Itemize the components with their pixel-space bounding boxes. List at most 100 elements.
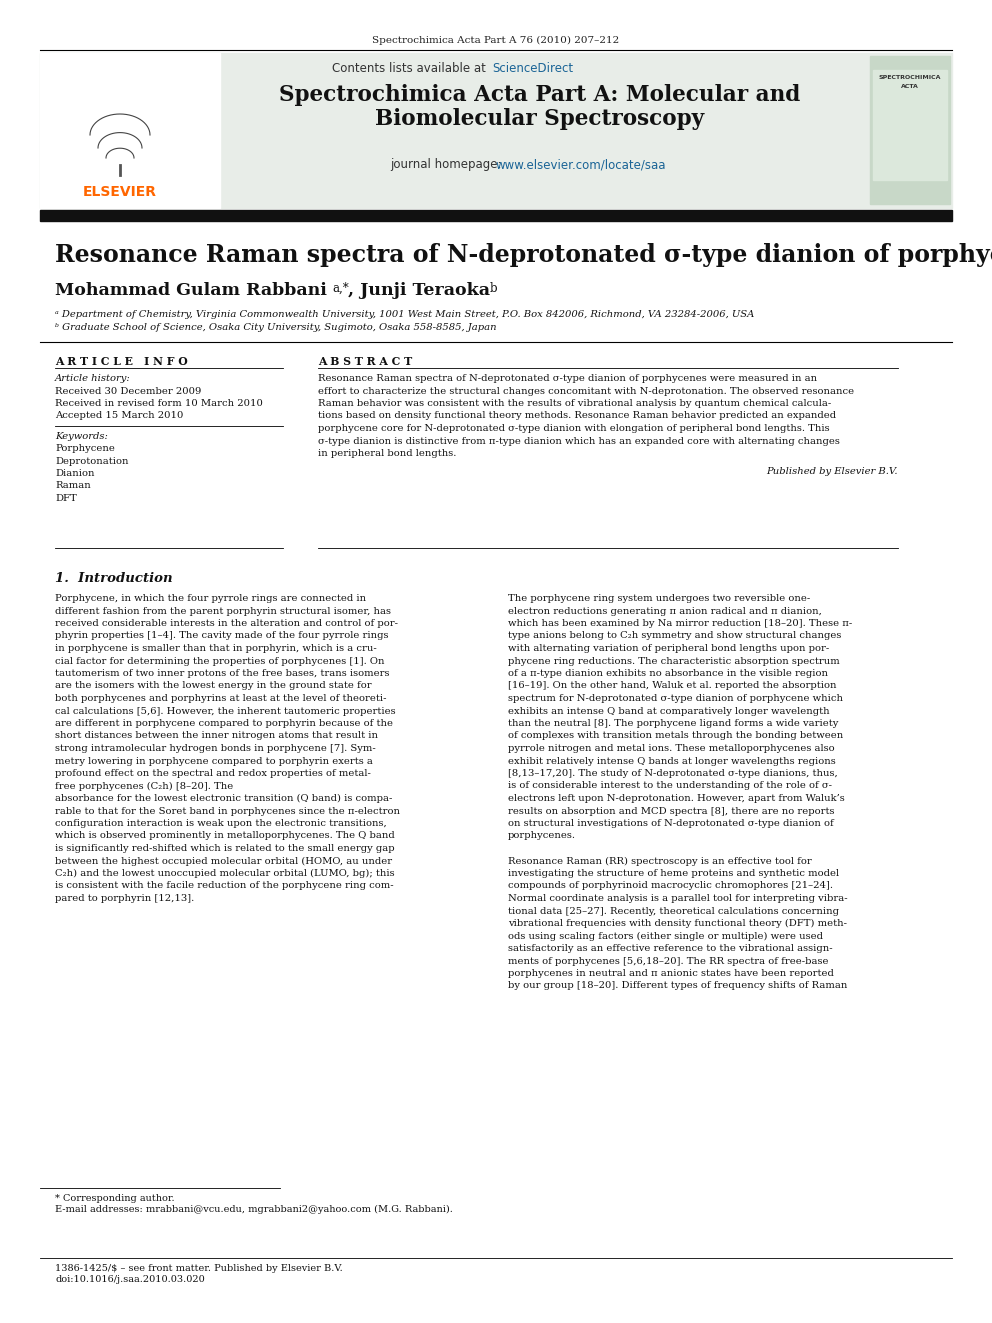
Text: tautomerism of two inner protons of the free bases, trans isomers: tautomerism of two inner protons of the … — [55, 669, 390, 677]
Text: pared to porphyrin [12,13].: pared to porphyrin [12,13]. — [55, 894, 194, 904]
Text: Spectrochimica Acta Part A 76 (2010) 207–212: Spectrochimica Acta Part A 76 (2010) 207… — [372, 36, 620, 45]
Text: a,*: a,* — [332, 282, 349, 295]
Text: Resonance Raman spectra of N-deprotonated σ-type dianion of porphycenes were mea: Resonance Raman spectra of N-deprotonate… — [318, 374, 817, 382]
Text: porphycene core for N-deprotonated σ-type dianion with elongation of peripheral : porphycene core for N-deprotonated σ-typ… — [318, 423, 829, 433]
Text: Dianion: Dianion — [55, 468, 94, 478]
Text: investigating the structure of heme proteins and synthetic model: investigating the structure of heme prot… — [508, 869, 839, 878]
Text: ods using scaling factors (either single or multiple) were used: ods using scaling factors (either single… — [508, 931, 823, 941]
Text: ᵃ Department of Chemistry, Virginia Commonwealth University, 1001 West Main Stre: ᵃ Department of Chemistry, Virginia Comm… — [55, 310, 754, 319]
Text: phycene ring reductions. The characteristic absorption spectrum: phycene ring reductions. The characteris… — [508, 656, 840, 665]
Bar — [40, 210, 952, 221]
Text: www.elsevier.com/locate/saa: www.elsevier.com/locate/saa — [495, 157, 666, 171]
Text: journal homepage:: journal homepage: — [390, 157, 505, 171]
Text: exhibit relatively intense Q bands at longer wavelengths regions: exhibit relatively intense Q bands at lo… — [508, 757, 835, 766]
Text: , Junji Teraoka: , Junji Teraoka — [348, 282, 490, 299]
Text: Deprotonation: Deprotonation — [55, 456, 129, 466]
Text: Accepted 15 March 2010: Accepted 15 March 2010 — [55, 411, 184, 419]
Text: Received 30 December 2009: Received 30 December 2009 — [55, 388, 201, 396]
Text: on structural investigations of N-deprotonated σ-type dianion of: on structural investigations of N-deprot… — [508, 819, 833, 828]
Text: Spectrochimica Acta Part A: Molecular and: Spectrochimica Acta Part A: Molecular an… — [280, 83, 801, 106]
Text: vibrational frequencies with density functional theory (DFT) meth-: vibrational frequencies with density fun… — [508, 919, 847, 929]
Text: Porphycene, in which the four pyrrole rings are connected in: Porphycene, in which the four pyrrole ri… — [55, 594, 366, 603]
Text: exhibits an intense Q band at comparatively longer wavelength: exhibits an intense Q band at comparativ… — [508, 706, 829, 716]
Text: The porphycene ring system undergoes two reversible one-: The porphycene ring system undergoes two… — [508, 594, 810, 603]
Text: metry lowering in porphycene compared to porphyrin exerts a: metry lowering in porphycene compared to… — [55, 757, 373, 766]
Text: Mohammad Gulam Rabbani: Mohammad Gulam Rabbani — [55, 282, 327, 299]
Text: which is observed prominently in metalloporphycenes. The Q band: which is observed prominently in metallo… — [55, 831, 395, 840]
Text: both porphycenes and porphyrins at least at the level of theoreti-: both porphycenes and porphyrins at least… — [55, 695, 387, 703]
Text: pyrrole nitrogen and metal ions. These metalloporphycenes also: pyrrole nitrogen and metal ions. These m… — [508, 744, 834, 753]
Text: Normal coordinate analysis is a parallel tool for interpreting vibra-: Normal coordinate analysis is a parallel… — [508, 894, 847, 904]
Text: between the highest occupied molecular orbital (HOMO, au under: between the highest occupied molecular o… — [55, 856, 392, 865]
Text: satisfactorily as an effective reference to the vibrational assign-: satisfactorily as an effective reference… — [508, 945, 832, 953]
Text: Received in revised form 10 March 2010: Received in revised form 10 March 2010 — [55, 400, 263, 407]
Text: different fashion from the parent porphyrin structural isomer, has: different fashion from the parent porphy… — [55, 606, 391, 615]
Text: tional data [25–27]. Recently, theoretical calculations concerning: tional data [25–27]. Recently, theoretic… — [508, 906, 839, 916]
Text: configuration interaction is weak upon the electronic transitions,: configuration interaction is weak upon t… — [55, 819, 387, 828]
Text: ments of porphycenes [5,6,18–20]. The RR spectra of free-base: ments of porphycenes [5,6,18–20]. The RR… — [508, 957, 828, 966]
Text: cal calculations [5,6]. However, the inherent tautomeric properties: cal calculations [5,6]. However, the inh… — [55, 706, 396, 716]
Text: Porphycene: Porphycene — [55, 445, 115, 452]
Text: are different in porphycene compared to porphyrin because of the: are different in porphycene compared to … — [55, 718, 393, 728]
Text: tions based on density functional theory methods. Resonance Raman behavior predi: tions based on density functional theory… — [318, 411, 836, 421]
Text: which has been examined by Na mirror reduction [18–20]. These π-: which has been examined by Na mirror red… — [508, 619, 852, 628]
Text: spectrum for N-deprotonated σ-type dianion of porphycene which: spectrum for N-deprotonated σ-type diani… — [508, 695, 843, 703]
Text: [16–19]. On the other hand, Waluk et al. reported the absorption: [16–19]. On the other hand, Waluk et al.… — [508, 681, 836, 691]
Text: [8,13–17,20]. The study of N-deprotonated σ-type dianions, thus,: [8,13–17,20]. The study of N-deprotonate… — [508, 769, 838, 778]
Text: DFT: DFT — [55, 493, 76, 503]
Text: free porphycenes (C₂h) [8–20]. The: free porphycenes (C₂h) [8–20]. The — [55, 782, 233, 791]
Text: Contents lists available at: Contents lists available at — [332, 62, 490, 75]
Text: absorbance for the lowest electronic transition (Q band) is compa-: absorbance for the lowest electronic tra… — [55, 794, 393, 803]
Text: ScienceDirect: ScienceDirect — [492, 62, 573, 75]
Text: Resonance Raman (RR) spectroscopy is an effective tool for: Resonance Raman (RR) spectroscopy is an … — [508, 856, 811, 865]
Text: 1.  Introduction: 1. Introduction — [55, 572, 173, 585]
Text: of complexes with transition metals through the bonding between: of complexes with transition metals thro… — [508, 732, 843, 741]
Text: ACTA: ACTA — [901, 83, 919, 89]
Text: Raman: Raman — [55, 482, 90, 491]
Text: electron reductions generating π anion radical and π dianion,: electron reductions generating π anion r… — [508, 606, 822, 615]
Text: Published by Elsevier B.V.: Published by Elsevier B.V. — [767, 467, 898, 476]
Text: A B S T R A C T: A B S T R A C T — [318, 356, 413, 366]
Bar — [873, 70, 947, 180]
Text: ᵇ Graduate School of Science, Osaka City University, Sugimoto, Osaka 558-8585, J: ᵇ Graduate School of Science, Osaka City… — [55, 323, 497, 332]
Text: short distances between the inner nitrogen atoms that result in: short distances between the inner nitrog… — [55, 732, 378, 741]
Text: electrons left upon N-deprotonation. However, apart from Waluk’s: electrons left upon N-deprotonation. How… — [508, 794, 845, 803]
Text: * Corresponding author.: * Corresponding author. — [55, 1193, 175, 1203]
Text: in porphycene is smaller than that in porphyrin, which is a cru-: in porphycene is smaller than that in po… — [55, 644, 377, 654]
Text: Biomolecular Spectroscopy: Biomolecular Spectroscopy — [375, 108, 704, 130]
Text: Keywords:: Keywords: — [55, 433, 108, 441]
Text: effort to characterize the structural changes concomitant with N-deprotonation. : effort to characterize the structural ch… — [318, 386, 854, 396]
Text: SPECTROCHIMICA: SPECTROCHIMICA — [879, 75, 941, 79]
Text: than the neutral [8]. The porphycene ligand forms a wide variety: than the neutral [8]. The porphycene lig… — [508, 718, 838, 728]
Text: is consistent with the facile reduction of the porphycene ring com-: is consistent with the facile reduction … — [55, 881, 394, 890]
Text: type anions belong to C₂h symmetry and show structural changes: type anions belong to C₂h symmetry and s… — [508, 631, 841, 640]
Bar — [40, 53, 220, 208]
Text: by our group [18–20]. Different types of frequency shifts of Raman: by our group [18–20]. Different types of… — [508, 982, 847, 991]
Text: 1386-1425/$ – see front matter. Published by Elsevier B.V.: 1386-1425/$ – see front matter. Publishe… — [55, 1263, 343, 1273]
Text: cial factor for determining the properties of porphycenes [1]. On: cial factor for determining the properti… — [55, 656, 385, 665]
Text: ELSEVIER: ELSEVIER — [83, 185, 157, 198]
Text: E-mail addresses: mrabbani@vcu.edu, mgrabbani2@yahoo.com (M.G. Rabbani).: E-mail addresses: mrabbani@vcu.edu, mgra… — [55, 1205, 453, 1215]
Text: phyrin properties [1–4]. The cavity made of the four pyrrole rings: phyrin properties [1–4]. The cavity made… — [55, 631, 389, 640]
Text: σ-type dianion is distinctive from π-type dianion which has an expanded core wit: σ-type dianion is distinctive from π-typ… — [318, 437, 840, 446]
Text: with alternating variation of peripheral bond lengths upon por-: with alternating variation of peripheral… — [508, 644, 829, 654]
Text: Resonance Raman spectra of N-deprotonated σ-type dianion of porphycenes: Resonance Raman spectra of N-deprotonate… — [55, 243, 992, 267]
Bar — [40, 53, 952, 208]
Bar — [870, 56, 950, 204]
Text: in peripheral bond lengths.: in peripheral bond lengths. — [318, 448, 456, 458]
Text: is of considerable interest to the understanding of the role of σ-: is of considerable interest to the under… — [508, 782, 832, 791]
Text: porphycenes.: porphycenes. — [508, 831, 576, 840]
Text: doi:10.1016/j.saa.2010.03.020: doi:10.1016/j.saa.2010.03.020 — [55, 1275, 204, 1285]
Text: results on absorption and MCD spectra [8], there are no reports: results on absorption and MCD spectra [8… — [508, 807, 834, 815]
Text: Article history:: Article history: — [55, 374, 131, 382]
Text: porphycenes in neutral and π anionic states have been reported: porphycenes in neutral and π anionic sta… — [508, 968, 834, 978]
Text: rable to that for the Soret band in porphycenes since the π-electron: rable to that for the Soret band in porp… — [55, 807, 400, 815]
Text: profound effect on the spectral and redox properties of metal-: profound effect on the spectral and redo… — [55, 769, 371, 778]
Text: is significantly red-shifted which is related to the small energy gap: is significantly red-shifted which is re… — [55, 844, 395, 853]
Text: are the isomers with the lowest energy in the ground state for: are the isomers with the lowest energy i… — [55, 681, 372, 691]
Text: C₂h) and the lowest unoccupied molecular orbital (LUMO, bg); this: C₂h) and the lowest unoccupied molecular… — [55, 869, 395, 878]
Text: compounds of porphyrinoid macrocyclic chromophores [21–24].: compounds of porphyrinoid macrocyclic ch… — [508, 881, 833, 890]
Text: A R T I C L E   I N F O: A R T I C L E I N F O — [55, 356, 187, 366]
Text: b: b — [490, 282, 498, 295]
Text: strong intramolecular hydrogen bonds in porphycene [7]. Sym-: strong intramolecular hydrogen bonds in … — [55, 744, 376, 753]
